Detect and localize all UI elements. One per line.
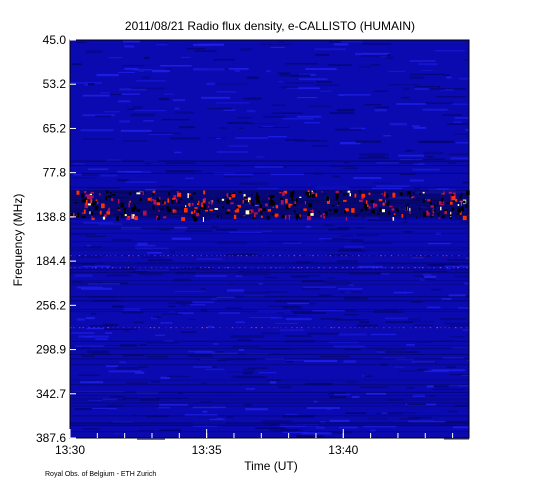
y-axis: 45.0 53.2 65.2 77.8 138.8 184.4 256.2 298.9 342.… [36,33,76,445]
x-axis-label: Time (UT) [244,459,298,473]
y-tick-label: 387.6 [36,431,66,445]
y-tick-label: 342.7 [36,387,66,401]
x-tick-label: 13:35 [192,443,222,457]
y-tick-label: 77.8 [43,166,67,180]
credit-text: Royal Obs. of Belgium - ETH Zurich [45,471,156,478]
y-tick-label: 65.2 [43,121,67,135]
x-tick-label: 13:30 [55,443,85,457]
plot-frame [69,39,470,439]
y-tick-label: 184.4 [36,254,66,268]
y-tick-label: 298.9 [36,343,66,357]
plot-area [69,39,470,440]
x-axis: 13:30 13:35 13:40 [55,429,454,457]
chart-title: 2011/08/21 Radio flux density, e-CALLIST… [125,19,415,33]
y-axis-label: Frequency (MHz) [11,194,25,287]
y-tick-label: 53.2 [43,77,67,91]
y-tick-label: 256.2 [36,298,66,312]
x-tick-label: 13:40 [328,443,358,457]
interference-band [70,190,470,222]
y-tick-label: 45.0 [43,33,67,47]
y-tick-label: 138.8 [36,210,66,224]
